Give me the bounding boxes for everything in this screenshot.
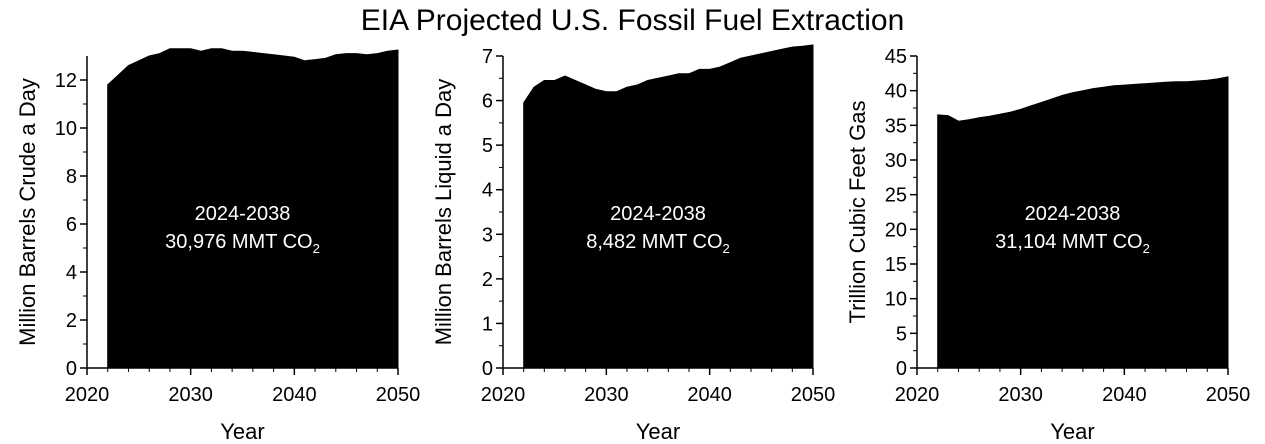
y-tick-label: 7: [482, 46, 493, 68]
y-tick-label: 4: [66, 262, 77, 284]
x-tick-label: 2020: [65, 384, 110, 406]
annotation-value: 30,976 MMT CO: [165, 231, 312, 253]
y-tick-label: 6: [482, 91, 493, 113]
y-tick-label: 45: [885, 46, 907, 68]
y-tick-label: 2: [482, 269, 493, 291]
area-series: [523, 44, 814, 369]
annotation-emissions: 31,104 MMT CO2: [995, 231, 1150, 256]
annotation-period: 2024-2038: [195, 203, 291, 225]
area-series: [937, 76, 1229, 369]
x-axis-label: Year: [1050, 419, 1094, 444]
x-tick-label: 2020: [895, 384, 940, 406]
y-tick-label: 35: [885, 115, 907, 137]
y-tick-label: 5: [482, 135, 493, 157]
x-axis-label: Year: [220, 419, 264, 444]
area-series: [107, 48, 399, 369]
y-tick-label: 4: [482, 180, 493, 202]
annotation-subscript: 2: [313, 241, 320, 256]
x-tick-label: 2040: [687, 384, 732, 406]
y-tick-label: 20: [885, 219, 907, 241]
y-tick-label: 3: [482, 224, 493, 246]
y-tick-label: 8: [66, 166, 77, 188]
figure-title: EIA Projected U.S. Fossil Fuel Extractio…: [360, 4, 905, 37]
x-tick-label: 2020: [481, 384, 526, 406]
x-tick-label: 2050: [1206, 384, 1251, 406]
chart-panel-2: 0 1 2 3 4 5 6 7 2020 2030 2040 2050 Year Million Barr…: [431, 44, 836, 444]
y-axis-label: Million Barrels Crude a Day: [15, 78, 40, 346]
y-tick-label: 30: [885, 150, 907, 172]
y-tick-label: 40: [885, 81, 907, 103]
annotation-emissions: 8,482 MMT CO2: [586, 231, 730, 256]
x-tick-label: 2050: [376, 384, 421, 406]
annotation-value: 31,104 MMT CO: [995, 231, 1142, 253]
y-tick-label: 1: [482, 313, 493, 335]
y-tick-label: 10: [55, 118, 77, 140]
x-tick-label: 2030: [584, 384, 629, 406]
y-tick-label: 0: [482, 358, 493, 380]
y-tick-label: 6: [66, 214, 77, 236]
y-tick-label: 2: [66, 310, 77, 332]
x-tick-label: 2050: [791, 384, 836, 406]
annotation-period: 2024-2038: [1025, 203, 1121, 225]
y-tick-label: 10: [885, 289, 907, 311]
chart-panel-3: 0 5 10 15 20 25 30 35 40 45 2020 2030 2040 2050 Year Tr…: [845, 46, 1250, 444]
x-tick-label: 2030: [168, 384, 213, 406]
x-tick-label: 2030: [998, 384, 1043, 406]
y-tick-label: 0: [896, 358, 907, 380]
x-tick-label: 2040: [272, 384, 317, 406]
annotation-emissions: 30,976 MMT CO2: [165, 231, 320, 256]
annotation-subscript: 2: [1143, 241, 1150, 256]
y-tick-label: 15: [885, 254, 907, 276]
y-tick-label: 12: [55, 70, 77, 92]
x-tick-label: 2040: [1102, 384, 1147, 406]
y-axis-label: Million Barrels Liquid a Day: [431, 79, 456, 346]
y-tick-label: 5: [896, 323, 907, 345]
y-tick-label: 0: [66, 358, 77, 380]
y-tick-label: 25: [885, 185, 907, 207]
chart-panel-1: 0 2 4 6 8 10 12 2020 2030 2040 2050 Year Million Bar…: [15, 48, 421, 444]
annotation-subscript: 2: [723, 241, 730, 256]
y-axis-label: Trillion Cubic Feet Gas: [845, 101, 870, 324]
x-axis-label: Year: [636, 419, 680, 444]
annotation-period: 2024-2038: [610, 203, 706, 225]
annotation-value: 8,482 MMT CO: [586, 231, 722, 253]
